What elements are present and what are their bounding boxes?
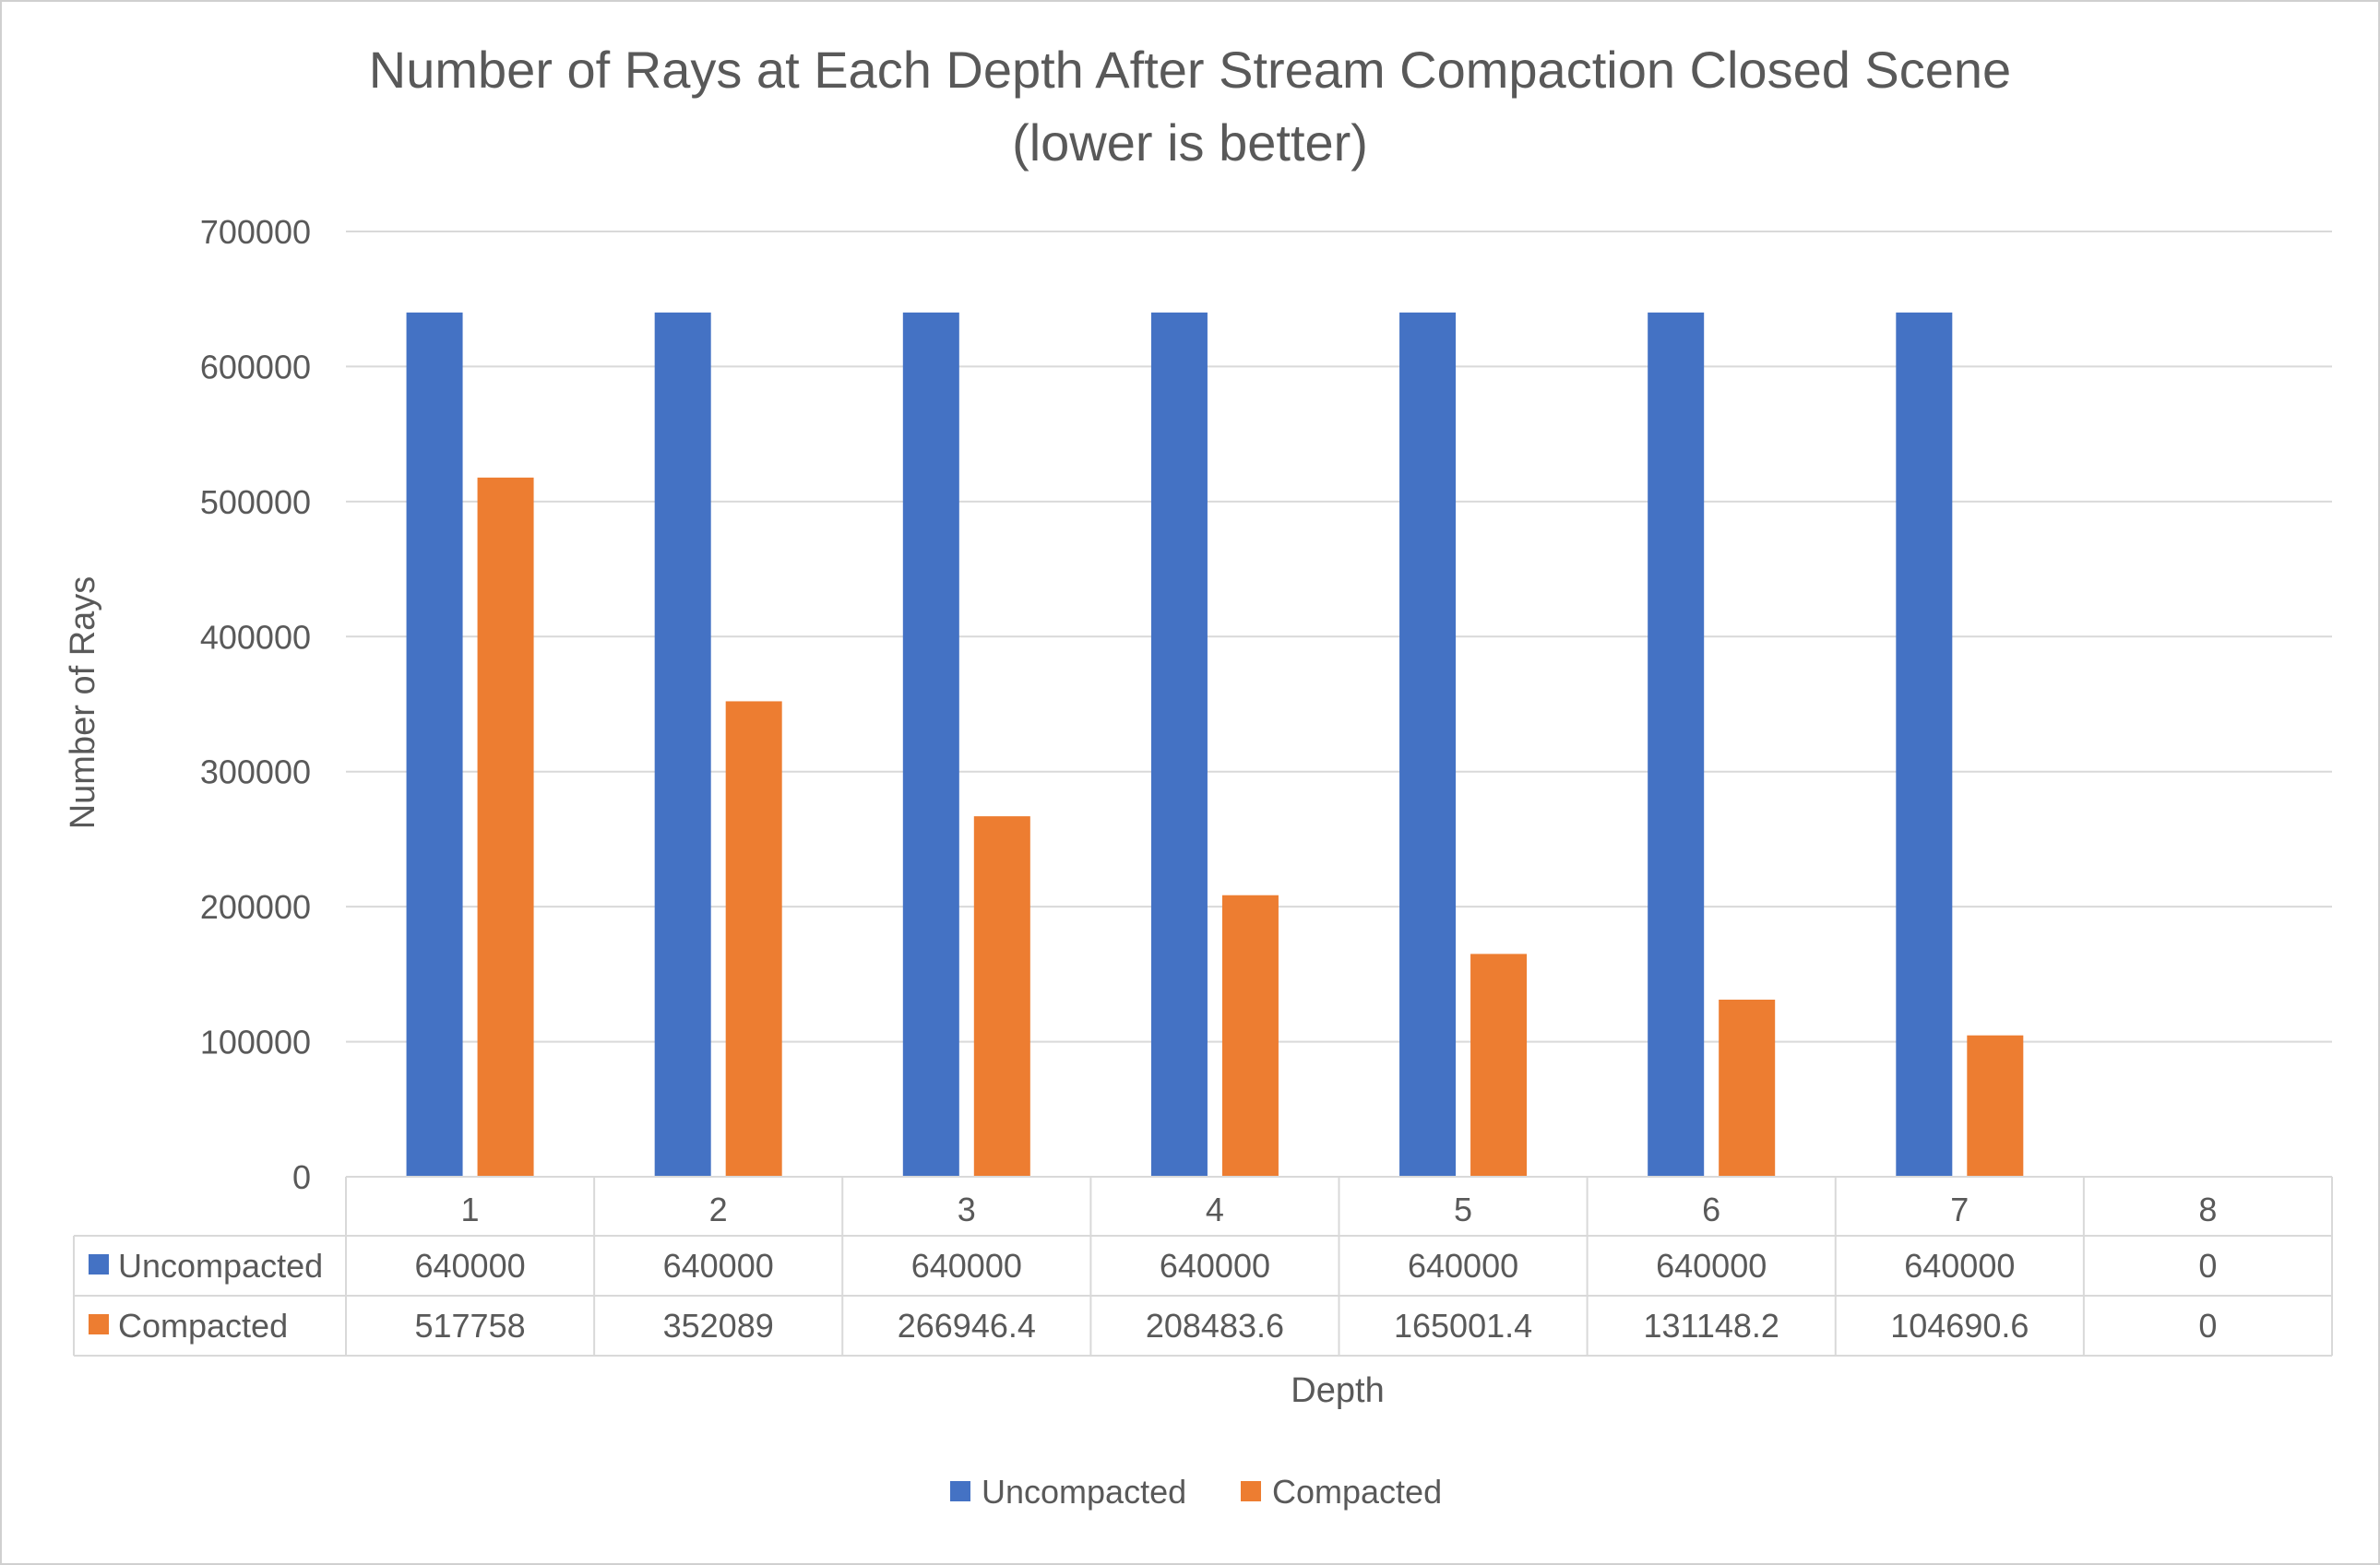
table-cell: 0	[2198, 1247, 2217, 1285]
bar-uncompacted-depth-5	[1399, 312, 1457, 1177]
y-axis-label: Number of Rays	[64, 576, 102, 830]
table-cell: 517758	[414, 1307, 525, 1345]
x-tick-label: 6	[1702, 1191, 1720, 1228]
table-legend-key-uncompacted	[89, 1254, 109, 1275]
bar-uncompacted-depth-2	[654, 312, 711, 1177]
table-cell: 104690.6	[1890, 1307, 2029, 1345]
bar-compacted-depth-7	[1967, 1035, 2024, 1177]
table-cell: 165001.4	[1394, 1307, 1532, 1345]
x-tick-label: 8	[2198, 1191, 2217, 1228]
y-tick-label: 500000	[200, 483, 311, 521]
y-tick-label: 0	[292, 1158, 311, 1196]
legend-label-compacted: Compacted	[1272, 1473, 1442, 1511]
legend: Uncompacted Compacted	[950, 1473, 1442, 1511]
x-tick-label: 3	[958, 1191, 976, 1228]
bar-uncompacted-depth-4	[1150, 312, 1208, 1177]
bar-compacted-depth-6	[1719, 999, 1776, 1177]
bar-uncompacted-depth-1	[406, 312, 463, 1177]
legend-key-compacted	[1241, 1481, 1261, 1501]
x-tick-label: 1	[461, 1191, 480, 1228]
y-tick-label: 300000	[200, 753, 311, 791]
table-cell: 640000	[1656, 1247, 1767, 1285]
table-series-name: Uncompacted	[118, 1247, 323, 1285]
gridlines	[346, 231, 2332, 1178]
bar-compacted-depth-3	[973, 816, 1030, 1177]
y-tick-label: 700000	[200, 213, 311, 251]
bar-compacted-depth-4	[1221, 895, 1279, 1177]
legend-key-uncompacted	[950, 1481, 970, 1501]
y-tick-label: 200000	[200, 888, 311, 926]
x-tick-label: 2	[709, 1191, 728, 1228]
y-tick-label: 600000	[200, 348, 311, 385]
x-tick-label: 4	[1206, 1191, 1224, 1228]
y-axis-ticks: 0 100000 200000 300000 400000 500000 600000 700…	[200, 213, 311, 1196]
bar-compacted-depth-2	[725, 701, 782, 1177]
bar-uncompacted-depth-6	[1648, 312, 1705, 1177]
bar-compacted-depth-1	[477, 477, 534, 1177]
table-cell: 640000	[911, 1247, 1022, 1285]
table-cell: 266946.4	[898, 1307, 1036, 1345]
data-table: 1 2 3 4 5 6 7 8 Uncompacted 640000 640000 640000 640…	[73, 1176, 2333, 1357]
table-legend-key-compacted	[89, 1314, 109, 1334]
table-cell: 640000	[1904, 1247, 2015, 1285]
table-cell: 640000	[414, 1247, 525, 1285]
bars	[406, 312, 2024, 1177]
table-cell: 131148.2	[1643, 1307, 1779, 1345]
bar-uncompacted-depth-3	[902, 312, 959, 1177]
x-tick-label: 7	[1950, 1191, 1969, 1228]
table-cell: 0	[2198, 1307, 2217, 1345]
table-cell: 352089	[663, 1307, 774, 1345]
table-cell: 208483.6	[1146, 1307, 1284, 1345]
bar-uncompacted-depth-7	[1896, 312, 1953, 1177]
chart-title-line2: (lower is better)	[1012, 113, 1368, 172]
table-cell: 640000	[1160, 1247, 1270, 1285]
y-tick-label: 400000	[200, 618, 311, 656]
bar-compacted-depth-5	[1470, 954, 1528, 1177]
chart-title-line1: Number of Rays at Each Depth After Strea…	[369, 41, 2011, 99]
table-cell: 640000	[1408, 1247, 1518, 1285]
table-cell: 640000	[663, 1247, 774, 1285]
x-tick-label: 5	[1454, 1191, 1472, 1228]
x-axis-label: Depth	[1291, 1371, 1384, 1410]
y-tick-label: 100000	[200, 1024, 311, 1061]
legend-label-uncompacted: Uncompacted	[982, 1473, 1186, 1511]
table-series-name: Compacted	[118, 1307, 288, 1345]
